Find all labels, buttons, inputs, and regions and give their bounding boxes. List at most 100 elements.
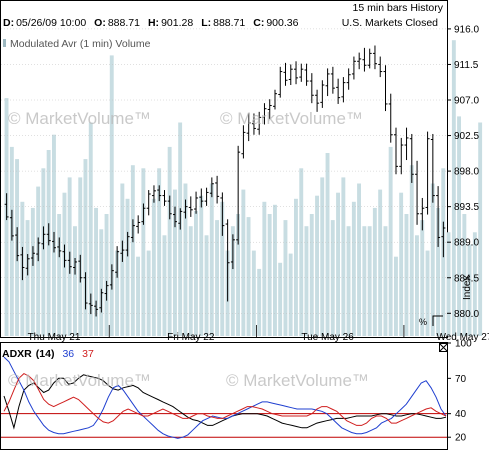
price-tick-label: 907.0 [454,96,479,107]
bars-info[interactable]: 15 min bars History [353,2,444,14]
ohlc-bar [73,258,78,275]
volume-bar [267,214,272,336]
close-label: C: [253,17,264,29]
ohlc-bar [220,192,225,236]
adx-lines [1,356,447,439]
ohlc-bar [430,133,435,203]
price-tick-label: 911.5 [454,60,479,71]
ohlc-bar [173,206,178,228]
ohlc-bar [320,80,325,108]
ohlc-bar [372,45,377,70]
volume-bar [188,226,193,336]
volume-bar [25,220,30,336]
ohlc-bar [304,63,309,86]
volume-bar [278,262,283,336]
ohlc-bar [399,137,404,175]
volume-bar [315,195,319,336]
ohlc-bar [194,191,199,214]
ohlc-bar [204,187,209,206]
adxr-line [3,374,447,430]
ohlc-bar [36,237,41,262]
ohlc-bar [151,185,156,203]
ohlc-bar [367,48,372,69]
ohlc-bar [409,133,414,183]
ohlc-bar [236,145,241,245]
volume-bar [362,226,367,336]
ohlc-bar [425,131,430,215]
ohlc-bar [394,127,399,175]
volume-bar [378,189,383,336]
day-label: Thu May 21 [28,332,81,343]
volume-bar [372,207,377,336]
volume-bar [288,253,293,336]
ohlc-bar [357,52,362,70]
ohlc-bar [294,61,299,85]
volume-bar [109,55,114,337]
volume-bar [215,220,219,336]
volume-bar [304,226,309,336]
resize-corner-icon[interactable] [432,315,443,326]
high-label: H: [148,17,159,29]
ohlc-bar [41,226,46,250]
ohlc-bar [78,254,83,283]
ohlc-bar [257,111,262,135]
volume-bar [167,146,172,336]
ohlc-bar [215,175,220,204]
volume-bar [294,198,298,337]
volume-bar [257,268,262,336]
volume-bar [130,165,135,336]
volume-bar [273,204,277,336]
minus-di-value: 37 [82,348,94,360]
volume-bar [325,153,330,336]
ohlc-bar [283,62,288,86]
volume-bar [388,146,393,336]
volume-bar [194,210,198,336]
volume-bar [136,256,140,336]
open-value: 888.71 [108,17,140,29]
volume-bar [478,122,483,336]
day-label: Wed May 27 [436,332,489,343]
watermark-4: © MarketVolume™ [226,371,369,390]
ohlc-bar [25,254,30,276]
volume-bar [104,214,109,336]
ohlc-bar [120,240,125,262]
volume-bar [151,198,156,337]
ohlc-bar [325,68,330,97]
volume-bar [83,159,88,336]
low-value: 888.71 [213,17,245,29]
day-label: Fri May 22 [167,332,215,343]
ohlc-bar [136,215,141,234]
high-value: 901.28 [161,17,193,29]
ohlc-bar [188,196,193,217]
ohlc-bar [94,300,99,317]
volume-bar [299,168,304,337]
volume-bar [330,220,335,336]
price-tick-label: 893.5 [454,202,479,213]
close-indicator-button[interactable] [439,343,448,352]
ohlc-bar [146,190,151,216]
ohlc-bar [404,127,409,161]
day-labels: Thu May 21 Fri May 22 Tue May 26 Wed May 27 [28,325,489,343]
volume-bar [146,250,151,336]
ohlc-bar [225,219,230,302]
plus-di-line [3,356,447,439]
volume-bar [399,192,404,336]
ohlc-bar [183,199,188,219]
ohlc-bar [141,203,146,225]
ohlc-bar [388,93,393,143]
ohlc-bar [278,66,283,98]
ohlc-bar [30,246,35,266]
volume-legend: Modulated Avr (1 min) Volume [10,38,151,50]
volume-bar [183,183,188,336]
ohlc-bar [125,231,130,257]
ohlc-bar [362,47,367,72]
volume-bar [57,214,62,336]
volume-bar [394,256,398,336]
ohlc-bar [330,66,335,94]
ohlc-bar [336,78,341,104]
price-axis-label: Index [462,276,473,300]
ohlc-bar [57,237,62,258]
percent-toggle[interactable]: % [419,317,427,327]
volume-bar [420,220,425,336]
